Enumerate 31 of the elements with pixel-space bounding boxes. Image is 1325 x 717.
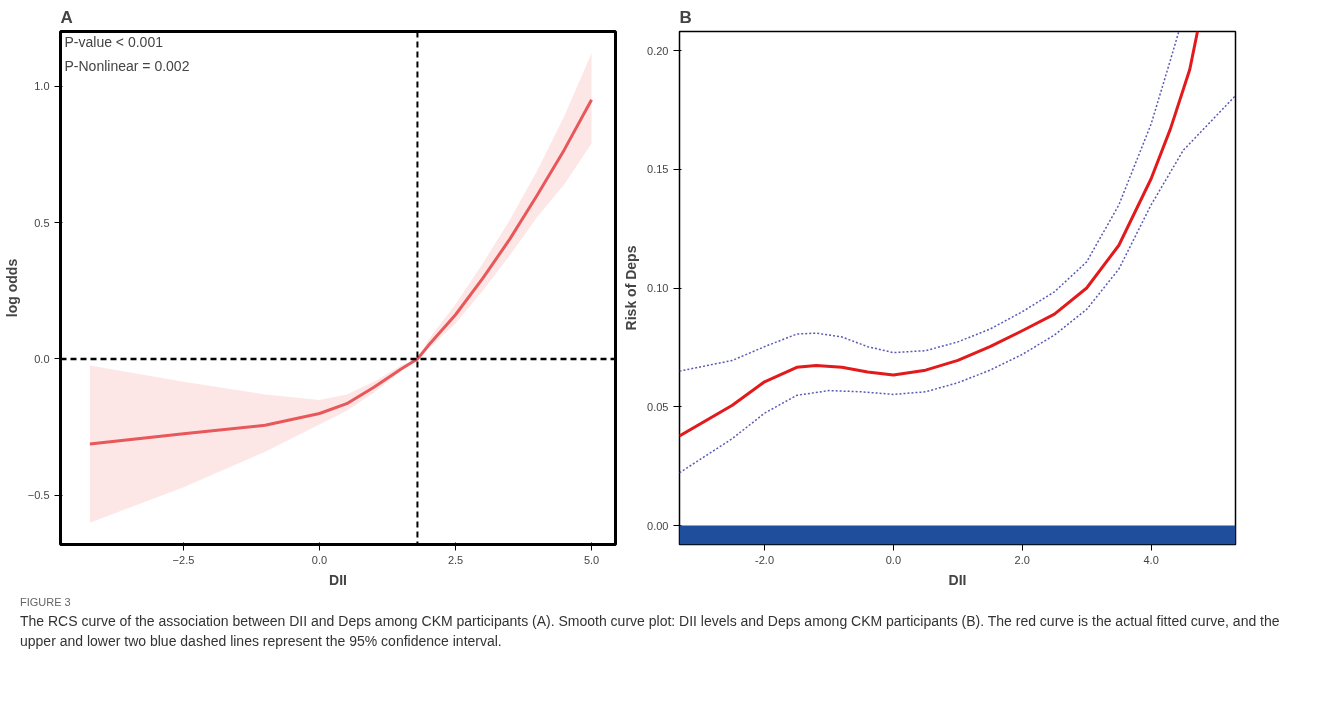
annotation: P-Nonlinear = 0.002	[64, 57, 190, 74]
y-tick-label: 0.15	[647, 163, 669, 176]
chart-title: A	[60, 7, 73, 27]
x-tick-label: 2.5	[447, 553, 464, 566]
annotation: P-value < 0.001	[64, 33, 164, 50]
y-tick-label: −0.5	[27, 489, 50, 502]
x-tick-label: 0.0	[311, 553, 328, 566]
text: The RCS curve of the association between DII and Deps among CKM participants (A). Smooth curve plot: DII levels and Deps among CKM participants (B). The red curve is the actual fitted curve, and the upper and lower two blue dashed lines represent the 95% confidence interval.	[20, 611, 1281, 651]
y-tick-label: 0.00	[647, 519, 669, 532]
line-series	[679, 31, 1199, 438]
y-axis-title: log odds	[3, 258, 20, 318]
line-series	[679, 94, 1236, 474]
y-axis-title: Risk of Deps	[623, 245, 640, 331]
x-tick-label: 5.0	[583, 553, 600, 566]
x-tick-label: −2.5	[172, 553, 195, 566]
x-tick-label: -2.0	[755, 553, 775, 566]
y-tick-label: 1.0	[34, 80, 50, 93]
x-axis-title: DII	[948, 571, 967, 588]
x-tick-label: 0.0	[885, 553, 902, 566]
y-tick-label: 0.05	[647, 400, 669, 413]
y-tick-label: 0.20	[647, 44, 669, 57]
y-tick-label: 0.0	[34, 352, 50, 365]
line-series	[88, 98, 594, 446]
line-series	[679, 31, 1180, 372]
y-tick-label: 0.5	[34, 216, 50, 229]
caption: FIGURE 3	[20, 595, 72, 610]
chart-title: B	[679, 7, 692, 27]
x-tick-label: 4.0	[1143, 553, 1159, 566]
x-tick-label: 2.0	[1014, 553, 1030, 566]
y-tick-label: 0.10	[647, 282, 669, 294]
x-axis-title: DII	[329, 571, 347, 588]
